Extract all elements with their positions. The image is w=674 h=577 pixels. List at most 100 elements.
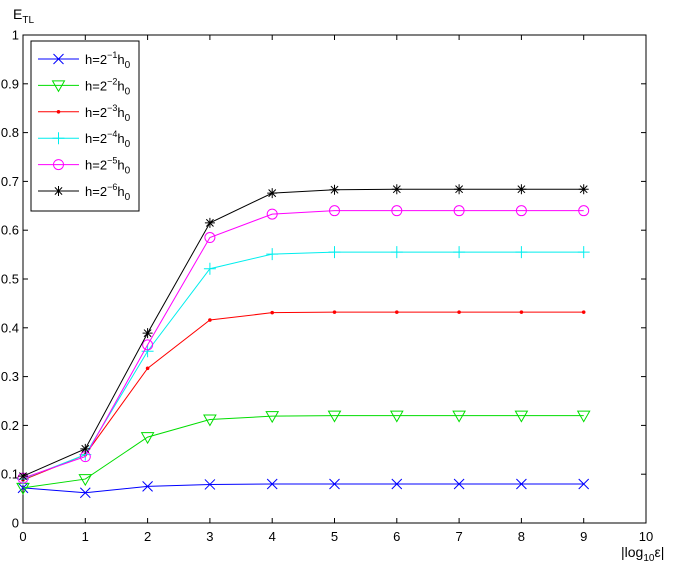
data-point (578, 184, 589, 195)
data-point (266, 208, 278, 220)
data-point (457, 310, 461, 314)
legend-label-mid: h (117, 78, 124, 93)
data-point (390, 246, 403, 259)
legend-label-mid: h (117, 105, 124, 120)
data-point (516, 478, 527, 490)
legend-label-exponent: −4 (107, 129, 117, 139)
legend-label: h=2−1h0 (85, 50, 131, 71)
series-line (22, 188, 584, 477)
data-point (142, 339, 154, 351)
x-tick-label: 5 (331, 529, 338, 544)
data-point (519, 310, 524, 314)
x-tick-label: 4 (269, 529, 276, 544)
series-layer (16, 184, 591, 499)
legend-marker (53, 159, 64, 171)
data-point (577, 246, 590, 259)
data-point (145, 366, 150, 371)
x-axis-label-pre: |log (621, 544, 643, 560)
legend-label: h=2−5h0 (85, 156, 131, 177)
y-tick-label: 0.2 (1, 418, 19, 433)
data-point (208, 318, 212, 322)
data-point (140, 432, 155, 445)
y-tick-label: 0.8 (1, 125, 19, 140)
data-point (203, 262, 216, 275)
y-tick-label: 0.6 (1, 223, 19, 238)
data-point (142, 481, 153, 492)
y-tick-label: 0.5 (1, 272, 19, 287)
data-point (18, 471, 28, 482)
legend-label: h=2−3h0 (85, 103, 131, 124)
x-tick-label: 8 (518, 529, 525, 544)
legend-label: h=2−4h0 (85, 129, 131, 150)
data-point (452, 410, 466, 423)
x-tick-label: 9 (580, 529, 587, 544)
y-tick-label: 1 (12, 28, 19, 43)
legend-box (30, 40, 140, 212)
y-tick-label: 0.9 (1, 76, 19, 91)
axis-labels: ETL |log10ε| (13, 6, 664, 564)
y-tick-label: 0.4 (1, 320, 19, 335)
series-line (22, 251, 584, 480)
legend-label-sub: 0 (125, 113, 131, 124)
data-point (204, 217, 215, 228)
series-5 (17, 205, 590, 484)
data-point (453, 205, 465, 217)
axes-layer: 0 1 2 3 4 5 6 7 8 9 1000.10.20.30.40.50.60.70.80.9… (1, 28, 653, 545)
data-point (389, 410, 404, 423)
y-tick-label: 0.1 (1, 467, 19, 482)
data-point (329, 184, 340, 195)
data-point (266, 478, 278, 490)
data-point (78, 474, 93, 487)
legend-label-pre: h=2 (85, 184, 107, 199)
y-axis-label-sub: TL (22, 15, 34, 26)
y-axis-label-main: E (13, 6, 22, 22)
data-point (516, 184, 527, 195)
legend-marker (52, 132, 65, 145)
data-point (391, 478, 403, 490)
legend: h=2−1h0h=2−2h0h=2−3h0h=2−4h0h=2−5h0h=2−6… (30, 40, 140, 212)
data-point (391, 205, 403, 217)
data-point (329, 478, 340, 490)
series-line (22, 483, 584, 494)
legend-label-pre: h=2 (85, 78, 107, 93)
x-tick-label: 7 (455, 529, 462, 544)
data-point (514, 410, 529, 423)
y-tick-label: 0.3 (1, 369, 19, 384)
x-axis-label-sub: 10 (643, 553, 655, 564)
data-point (395, 310, 399, 314)
data-point (453, 478, 465, 490)
data-point (328, 246, 341, 259)
data-point (515, 205, 527, 217)
legend-marker (51, 80, 66, 93)
data-point (329, 205, 340, 217)
legend-label-pre: h=2 (85, 105, 107, 120)
data-point (203, 414, 217, 427)
x-tick-label: 6 (393, 529, 400, 544)
legend-item: h=2−1h0 (38, 50, 131, 71)
data-point (576, 410, 591, 423)
series-1 (17, 478, 590, 499)
legend-label: h=2−6h0 (85, 182, 131, 203)
data-point (80, 443, 91, 454)
x-tick-label: 2 (144, 529, 151, 544)
legend-label-mid: h (117, 158, 124, 173)
data-point (79, 487, 91, 499)
legend-label-mid: h (117, 131, 124, 146)
data-point (267, 188, 278, 199)
legend-item: h=2−4h0 (38, 129, 131, 150)
legend-label-sub: 0 (125, 192, 131, 203)
data-point (581, 310, 586, 314)
legend-label-sub: 0 (125, 60, 131, 71)
data-point (578, 205, 590, 217)
series-line (22, 311, 584, 481)
series-4 (17, 246, 590, 486)
x-tick-label: 10 (639, 529, 653, 544)
data-point (578, 478, 590, 490)
x-axis-label-post: ε| (654, 544, 664, 560)
legend-label-pre: h=2 (85, 131, 107, 146)
legend-marker (53, 53, 64, 65)
legend-label: h=2−2h0 (85, 76, 131, 97)
legend-item: h=2−6h0 (38, 182, 131, 203)
